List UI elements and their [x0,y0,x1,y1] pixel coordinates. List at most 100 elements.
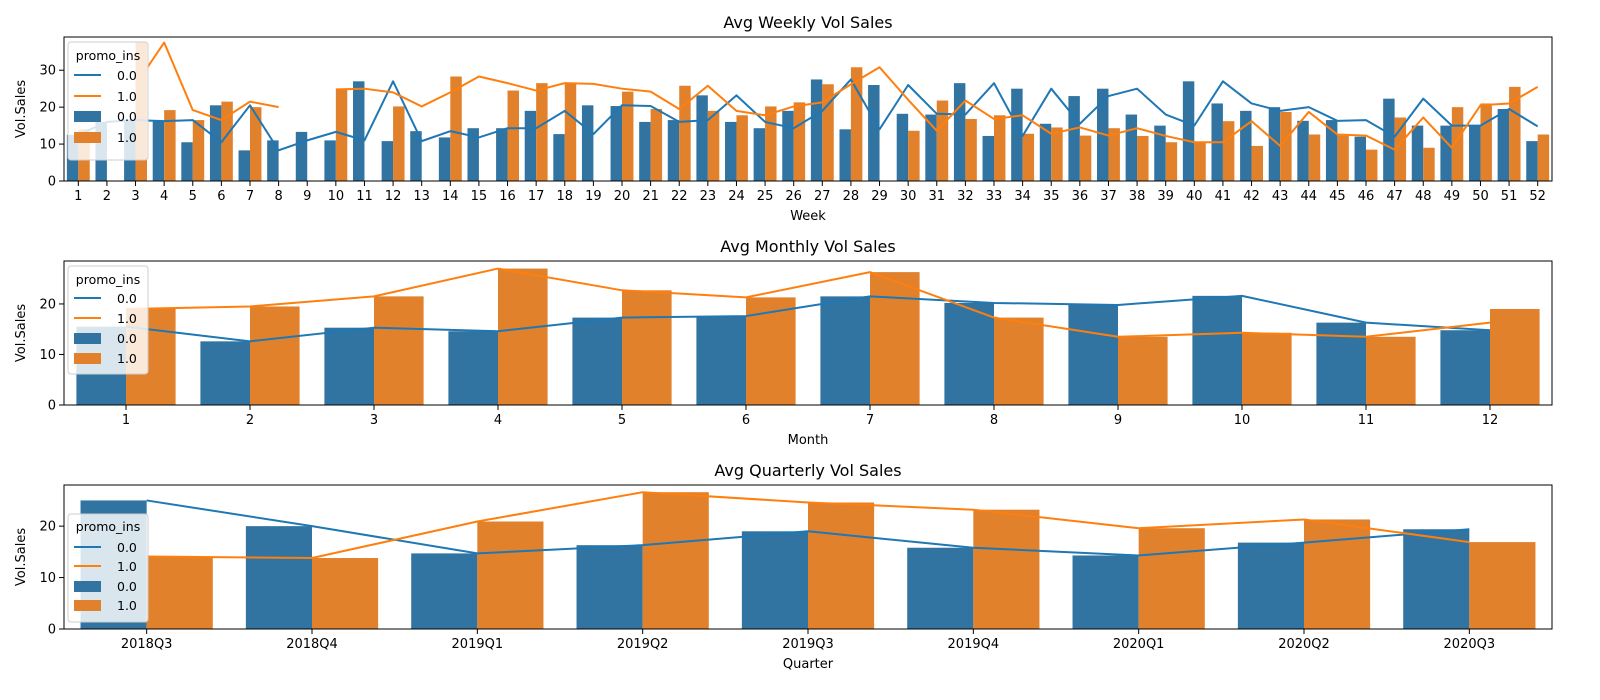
monthly-legend-box [67,265,149,375]
monthly-legend-line-1-label: 1.0 [117,311,137,326]
weekly-bar-s0-14 [438,137,451,181]
weekly-bar-s0-35 [1039,123,1052,181]
weekly-xtick-label-52: 52 [1529,189,1546,204]
monthly-bar-s1-7 [870,272,920,405]
weekly-bar-s0-5 [181,142,193,181]
quarterly-marks [80,491,1536,629]
weekly-xtick-label-3: 3 [131,189,139,204]
weekly-bar-s0-21 [639,121,651,181]
monthly-bar-s0-9 [1068,304,1118,405]
monthly-ytick-label-20: 20 [39,297,56,312]
weekly-bar-s1-27 [822,84,834,181]
monthly-axes-frame [63,260,1553,406]
weekly-bar-s0-17 [524,110,537,181]
monthly-bar-s1-10 [1242,332,1292,405]
weekly-bar-s1-18 [564,83,577,181]
weekly-bar-s0-4 [152,121,165,181]
weekly-xtick-label-16: 16 [499,189,516,204]
weekly-bar-s0-44 [1297,120,1309,181]
weekly-bar-s0-9 [295,131,308,181]
weekly-bar-s0-16 [496,128,508,181]
quarterly-bar-s0-2019Q4 [907,547,974,629]
weekly-legend-line-0-label: 0.0 [117,68,137,83]
weekly-bar-s1-31 [936,100,949,181]
weekly-bar-s1-43 [1280,111,1292,181]
weekly-bar-s1-48 [1423,147,1435,181]
quarterly-legend-line-1-label: 1.0 [117,559,137,574]
monthly-bar-s0-3 [324,327,374,405]
weekly-bar-s0-40 [1182,81,1195,181]
quarterly-bar-s1-2019Q4 [973,509,1040,629]
monthly-legend: promo_ins 0.0 1.0 0.0 1.0 [67,265,149,375]
weekly-xtick-label-43: 43 [1272,189,1289,204]
weekly-bar-s0-6 [209,105,222,181]
weekly-bar-s0-48 [1411,125,1424,181]
weekly-bar-s1-5 [192,120,205,181]
monthly-line-s1 [125,267,1491,338]
weekly-bar-s0-7 [238,150,250,181]
monthly-bar-s1-6 [746,297,796,405]
weekly-bar-s0-12 [381,141,394,181]
quarterly-y-axis-label: Vol.Sales [14,528,29,586]
weekly-bar-s1-49 [1451,107,1464,181]
monthly-xtick-label-10: 10 [1234,413,1251,428]
weekly-bar-s1-30 [908,130,920,181]
weekly-xtick-label-28: 28 [843,189,860,204]
weekly-xtick-label-44: 44 [1300,189,1317,204]
weekly-xtick-label-51: 51 [1501,189,1518,204]
quarterly-legend-bar-0 [74,581,101,592]
weekly-bar-s1-22 [679,85,691,181]
weekly-bar-s0-15 [467,128,479,181]
weekly-bar-s0-20 [610,106,622,181]
quarterly-y-ticks: 0 10 20 [39,520,64,638]
quarterly-legend-bar-1 [74,600,101,611]
monthly-xtick-label-12: 12 [1482,413,1499,428]
weekly-bar-s0-51 [1497,109,1510,181]
weekly-bar-s0-42 [1240,110,1252,181]
weekly-xtick-label-37: 37 [1100,189,1117,204]
quarterly-bar-s0-2019Q1 [411,553,478,629]
quarterly-xtick-label-2019Q3: 2019Q3 [782,637,834,652]
quarterly-xtick-label-2018Q4: 2018Q4 [286,637,338,652]
weekly-bar-s1-38 [1137,135,1149,181]
weekly-xtick-label-18: 18 [556,189,573,204]
weekly-line-s1 [134,41,1539,151]
monthly-bar-s1-3 [374,296,424,405]
weekly-xtick-label-7: 7 [246,189,254,204]
weekly-xtick-label-22: 22 [671,189,688,204]
weekly-xtick-label-39: 39 [1157,189,1174,204]
weekly-bar-s0-19 [581,105,594,181]
quarterly-x-axis-label: Quarter [783,657,834,672]
quarterly-bar-s1-2020Q3 [1469,542,1536,629]
weekly-xtick-label-19: 19 [585,189,602,204]
weekly-legend-bar-0 [74,111,101,122]
weekly-xtick-label-20: 20 [614,189,631,204]
weekly-axes-frame [63,36,1553,182]
weekly-bar-s0-23 [696,95,708,181]
quarterly-ytick-label-10: 10 [39,571,56,586]
monthly-bar-s1-9 [1118,336,1168,405]
weekly-y-ticks: 0 10 20 30 [39,64,64,190]
quarterly-ytick-label-0: 0 [48,623,56,638]
weekly-bar-s1-52 [1537,134,1550,181]
weekly-bar-s1-33 [994,115,1006,181]
weekly-bar-s0-49 [1440,125,1452,181]
weekly-xtick-label-27: 27 [814,189,831,204]
monthly-x-axis-label: Month [788,433,829,448]
weekly-xtick-label-11: 11 [356,189,373,204]
monthly-legend-bar-0-label: 0.0 [117,331,137,346]
weekly-bar-s1-17 [536,83,548,181]
monthly-y-ticks: 0 10 20 [39,297,64,414]
weekly-xtick-label-34: 34 [1014,189,1031,204]
quarterly-bar-s1-2020Q1 [1138,528,1205,629]
weekly-xtick-label-10: 10 [328,189,345,204]
weekly-xtick-label-9: 9 [303,189,311,204]
weekly-bar-s0-28 [839,129,851,181]
weekly-xtick-label-38: 38 [1129,189,1146,204]
quarterly-bar-s1-2019Q3 [808,502,875,629]
quarterly-xtick-label-2020Q3: 2020Q3 [1444,637,1496,652]
weekly-bar-s1-24 [736,115,748,181]
quarterly-bar-s0-2020Q1 [1072,555,1139,629]
